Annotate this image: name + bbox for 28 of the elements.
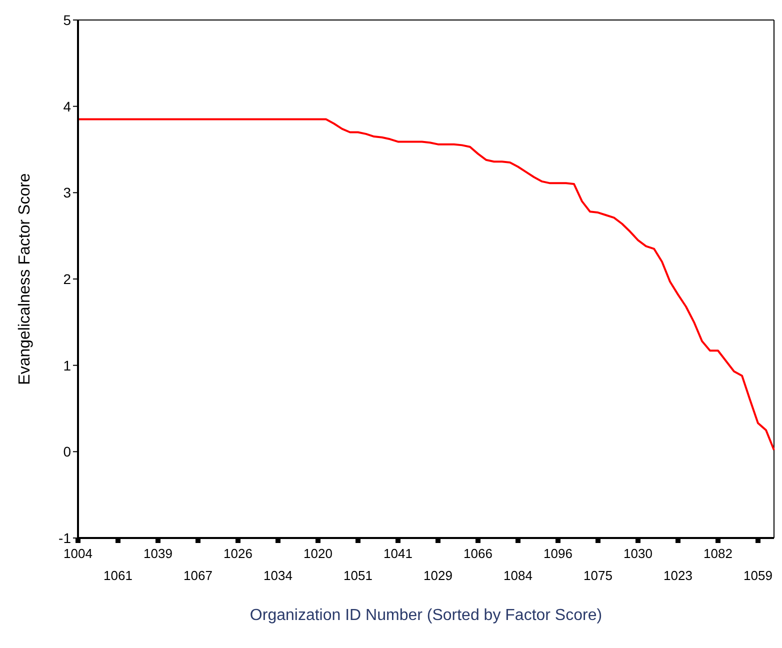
y-tick-label: 0 (63, 444, 72, 460)
x-tick-label: 1067 (184, 568, 212, 583)
x-tick-label: 1084 (504, 568, 532, 583)
y-axis-title: Evangelicalness Factor Score (16, 173, 34, 385)
x-tick-label: 1096 (544, 546, 572, 561)
x-tick-label: 1023 (664, 568, 692, 583)
x-tick-label: 1061 (104, 568, 132, 583)
x-tick-label: 1066 (464, 546, 492, 561)
x-tick-label: 1041 (384, 546, 412, 561)
x-tick-label: 1030 (624, 546, 652, 561)
x-tick-label: 1034 (264, 568, 292, 583)
x-tick-label: 1004 (64, 546, 92, 561)
x-tick-label: 1075 (584, 568, 612, 583)
y-tick-label: 1 (63, 357, 72, 374)
x-tick-label: 1029 (424, 568, 452, 583)
y-tick-label: -1 (58, 530, 72, 546)
y-tick-label: 3 (63, 184, 72, 201)
x-tick-label: 1059 (744, 568, 772, 583)
x-axis-title: Organization ID Number (Sorted by Factor Score) (250, 607, 602, 624)
x-tick-label: 1082 (704, 546, 732, 561)
y-tick-label: 2 (63, 270, 72, 287)
y-tick-label: 4 (63, 98, 72, 114)
y-tick-label: 5 (63, 12, 72, 28)
x-tick-label: 1020 (304, 546, 332, 561)
x-tick-label: 1051 (344, 568, 372, 583)
line-series (77, 118, 775, 451)
x-tick-label: 1039 (144, 546, 172, 561)
x-tick-label: 1026 (224, 546, 252, 561)
